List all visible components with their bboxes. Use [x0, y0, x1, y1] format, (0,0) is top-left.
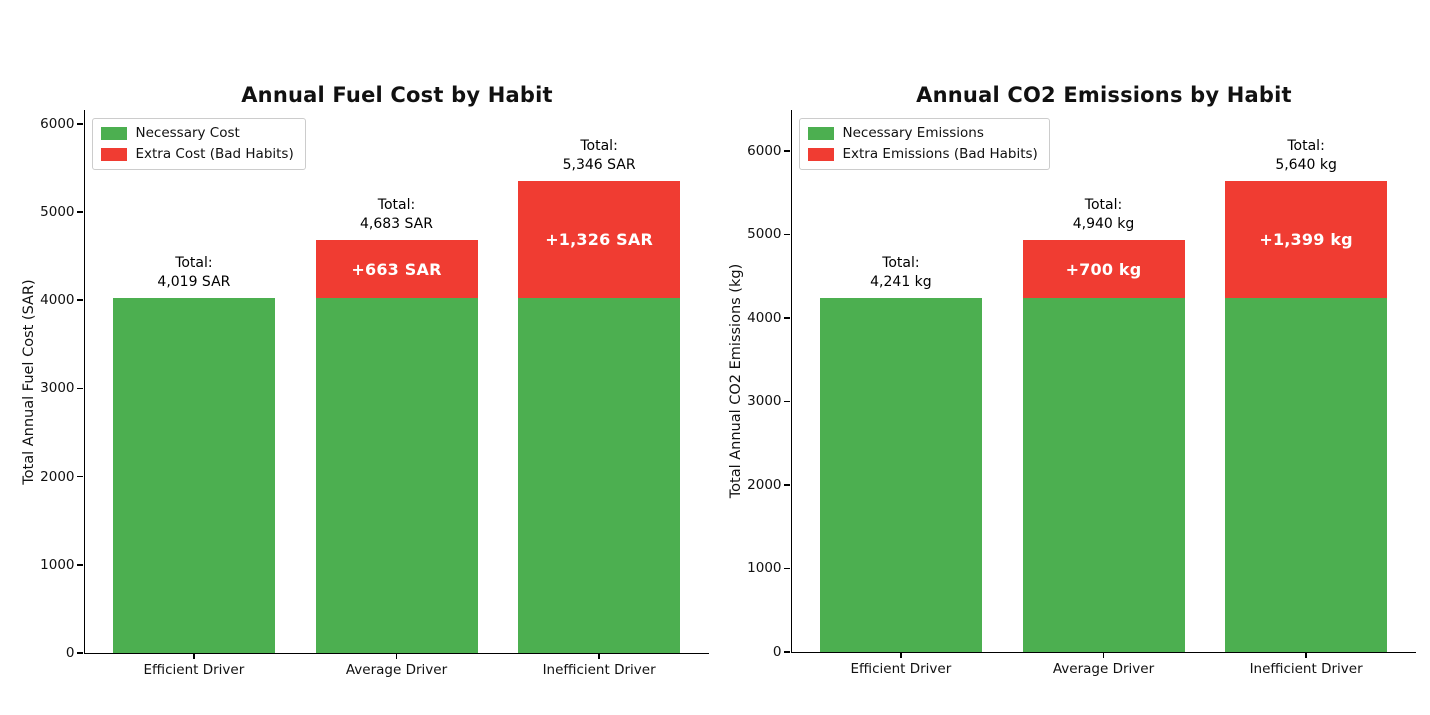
legend-label: Extra Cost (Bad Habits)	[135, 146, 294, 162]
total-annotation-value: 4,940 kg	[1072, 215, 1135, 232]
extra-value-label: +700 kg	[1065, 259, 1142, 279]
x-tick-label: Average Driver	[345, 662, 448, 678]
legend-item: Extra Emissions (Bad Habits)	[807, 146, 1038, 162]
total-annotation: Total: 4,940 kg	[994, 196, 1214, 233]
total-annotation-prefix: Total:	[1084, 197, 1123, 213]
chart-title: Annual CO2 Emissions by Habit	[916, 83, 1292, 107]
total-annotation-value: 4,019 SAR	[157, 273, 231, 290]
y-tick-mark	[76, 564, 83, 566]
y-tick-mark	[783, 400, 790, 403]
bar-segment-necessary	[518, 298, 681, 653]
y-tick-label: 2000	[747, 476, 782, 493]
total-annotation: Total: 4,241 kg	[791, 254, 1011, 291]
bar-segment-extra	[518, 181, 681, 298]
legend-label: Necessary Cost	[135, 125, 240, 141]
legend-swatch-extra	[807, 147, 834, 161]
extra-value-label: +1,326 SAR	[545, 230, 653, 249]
x-tick-mark	[1102, 652, 1105, 658]
y-tick-mark	[783, 317, 790, 319]
legend-item: Extra Cost (Bad Habits)	[100, 146, 294, 162]
bar-segment-necessary	[819, 298, 982, 652]
chart-fuel-cost: Annual Fuel Cost by Habit Total Annual F…	[21, 83, 709, 678]
total-annotation-prefix: Total:	[882, 255, 920, 271]
x-tick-label: Inefficient Driver	[1249, 661, 1363, 677]
x-tick-mark	[598, 653, 600, 659]
y-tick-label: 5000	[40, 203, 75, 220]
y-tick-mark	[76, 475, 83, 478]
total-annotation-prefix: Total:	[377, 197, 416, 213]
bar-segment-extra	[1022, 240, 1185, 298]
total-annotation: Total: 4,019 SAR	[84, 254, 304, 291]
total-annotation-prefix: Total:	[175, 255, 213, 271]
legend-label: Extra Emissions (Bad Habits)	[842, 146, 1038, 162]
bar-segment-necessary	[112, 298, 275, 653]
chart-title: Annual Fuel Cost by Habit	[241, 83, 553, 107]
legend-item: Necessary Emissions	[807, 125, 1038, 141]
x-tick-label: Efficient Driver	[850, 661, 952, 677]
total-annotation: Total: 5,640 kg	[1196, 137, 1416, 174]
y-tick-label: 4000	[40, 292, 75, 309]
y-tick-label: 1000	[747, 560, 782, 577]
y-tick-mark	[783, 567, 790, 570]
y-tick-label: 2000	[40, 468, 75, 485]
y-tick-mark	[76, 387, 83, 390]
y-tick-mark	[783, 233, 790, 236]
y-tick-label: 3000	[40, 380, 75, 397]
y-tick-label: 6000	[40, 115, 75, 132]
x-tick-label: Average Driver	[1052, 661, 1155, 677]
y-axis-label: Total Annual CO2 Emissions (kg)	[728, 263, 744, 499]
chart-co2-emissions: Annual CO2 Emissions by Habit Total Annu…	[715, 0, 1430, 715]
x-tick-mark	[395, 653, 398, 659]
y-tick-label: 5000	[747, 226, 782, 243]
y-tick-label: 6000	[747, 142, 782, 159]
legend-swatch-extra	[100, 147, 127, 161]
x-tick-mark	[900, 652, 902, 658]
bar-segment-necessary	[1022, 298, 1185, 652]
extra-value-label: +663 SAR	[351, 259, 442, 279]
legend-swatch-necessary	[100, 126, 127, 140]
y-tick-mark	[76, 299, 83, 301]
total-annotation-value: 4,683 SAR	[360, 215, 433, 232]
y-tick-label: 0	[772, 644, 782, 660]
total-annotation-value: 5,346 SAR	[562, 156, 636, 173]
total-annotation-prefix: Total:	[580, 138, 618, 154]
y-tick-label: 4000	[747, 309, 782, 326]
y-tick-mark	[783, 150, 790, 152]
total-annotation: Total: 5,346 SAR	[489, 137, 709, 174]
y-tick-label: 0	[65, 645, 75, 661]
total-annotation-prefix: Total:	[1287, 138, 1325, 154]
y-tick-mark	[76, 123, 83, 125]
bar-segment-necessary	[315, 298, 478, 653]
y-tick-mark	[783, 484, 790, 486]
plot-area: 0 1000 2000 3000 4000 5000 6000 Efficient Drive…	[40, 110, 709, 678]
bar-segment-extra	[1225, 181, 1388, 298]
x-tick-mark	[193, 653, 195, 659]
total-annotation-value: 5,640 kg	[1275, 156, 1337, 173]
legend-label: Necessary Emissions	[842, 125, 984, 141]
legend-item: Necessary Cost	[100, 125, 294, 141]
x-tick-label: Efficient Driver	[143, 662, 245, 678]
bar-segment-extra	[315, 240, 478, 298]
bar-segment-necessary	[1225, 298, 1388, 652]
extra-value-label: +1,399 kg	[1259, 230, 1353, 249]
total-annotation-value: 4,241 kg	[870, 273, 932, 290]
plot-area: 0 1000 2000 3000 4000 5000 6000 Efficient Drive…	[747, 110, 1416, 677]
legend: Necessary Cost Extra Cost (Bad Habits)	[91, 118, 306, 170]
y-tick-label: 1000	[40, 556, 75, 573]
legend-swatch-necessary	[807, 126, 834, 140]
y-tick-mark	[76, 211, 83, 213]
x-tick-mark	[1305, 652, 1307, 658]
legend: Necessary Emissions Extra Emissions (Bad …	[798, 118, 1050, 170]
y-tick-label: 3000	[747, 393, 782, 410]
total-annotation: Total: 4,683 SAR	[287, 196, 507, 233]
y-tick-mark	[76, 652, 83, 654]
x-tick-label: Inefficient Driver	[542, 662, 656, 678]
y-tick-mark	[783, 651, 790, 653]
